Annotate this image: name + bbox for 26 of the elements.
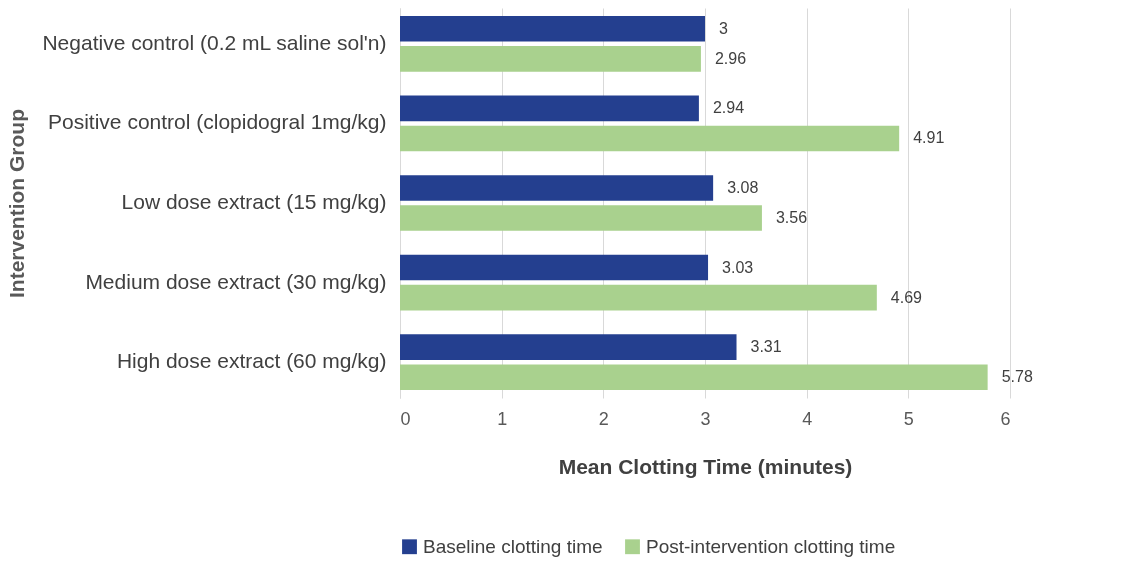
x-tick-label: 5 (903, 408, 914, 429)
y-tick-label: Negative control (0.2 mL saline sol'n) (42, 30, 387, 54)
data-label: 5.78 (1001, 368, 1033, 386)
data-label: 2.96 (714, 49, 747, 67)
x-tick-label: 6 (1000, 408, 1011, 429)
y-axis-title: Intervention Group (4, 109, 28, 298)
data-label: 3.56 (775, 209, 808, 227)
x-tick-label: 3 (700, 408, 711, 429)
x-tick-label: 4 (802, 408, 813, 429)
data-label: 3.31 (750, 338, 782, 356)
x-tick-label: 2 (598, 408, 609, 429)
y-tick-label: Medium dose extract (30 mg/kg) (85, 269, 387, 293)
legend-label: Baseline clotting time (423, 535, 603, 557)
data-label: 2.94 (712, 99, 745, 117)
x-tick-label: 1 (497, 408, 508, 429)
y-tick-label: High dose extract (60 mg/kg) (116, 349, 387, 373)
data-label: 4.91 (913, 129, 945, 147)
data-label: 3.03 (722, 258, 754, 276)
data-label: 3 (719, 19, 728, 37)
data-label: 3.08 (727, 178, 759, 196)
x-tick-label: 0 (400, 408, 411, 429)
data-label: 4.69 (890, 288, 923, 306)
x-axis-title: Mean Clotting Time (minutes) (558, 454, 853, 478)
y-tick-label: Low dose extract (15 mg/kg) (121, 190, 387, 213)
legend-label: Post-intervention clotting time (646, 535, 896, 557)
y-tick-label: Positive control (clopidogral 1mg/kg) (48, 110, 387, 134)
